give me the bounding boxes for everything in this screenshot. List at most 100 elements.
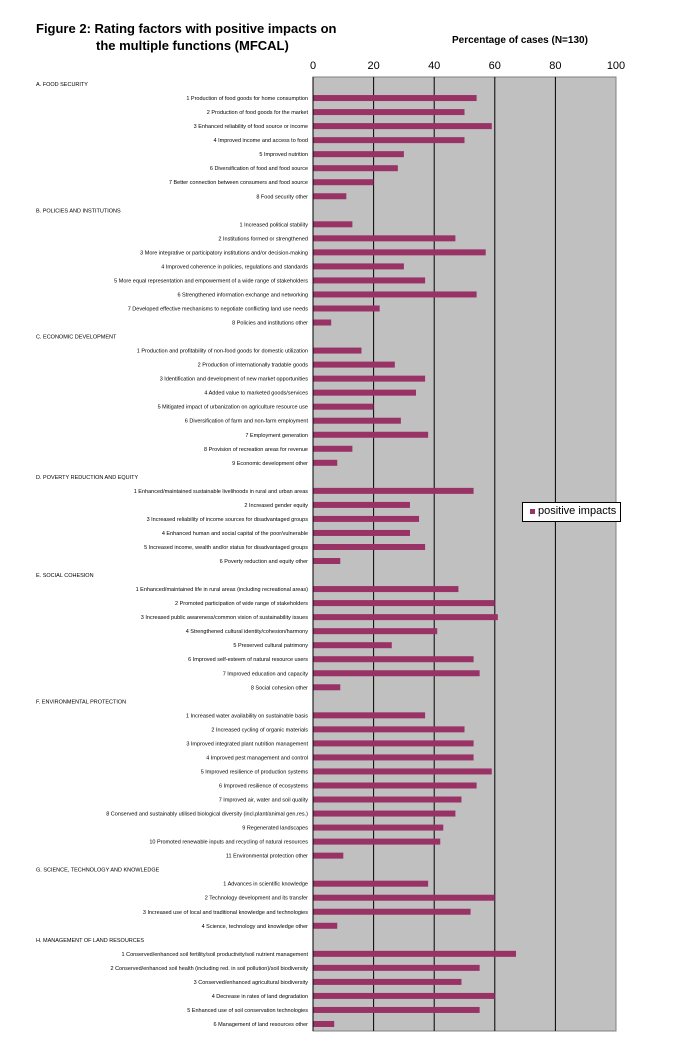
category-label: 4 Improved pest management and control xyxy=(206,755,308,761)
bar xyxy=(313,810,456,817)
bar xyxy=(313,684,341,691)
bar xyxy=(313,235,456,242)
category-label: 4 Science, technology and knowledge othe… xyxy=(202,924,309,930)
group-label: G. SCIENCE, TECHNOLOGY AND KNOWLEDGE xyxy=(36,868,160,874)
group-label: B. POLICIES AND INSTITUTIONS xyxy=(36,208,121,214)
legend: positive impacts xyxy=(522,502,621,522)
group-label: H. MANAGEMENT OF LAND RESOURCES xyxy=(36,938,144,944)
bar xyxy=(313,249,486,256)
legend-swatch xyxy=(530,509,535,514)
bar xyxy=(313,291,477,298)
category-label: 6 Improved self-esteem of natural resour… xyxy=(188,657,308,663)
category-label: 6 Management of land resources other xyxy=(214,1022,309,1028)
category-label: 2 Increased gender equity xyxy=(244,503,308,509)
group-label: F. ENVIRONMENTAL PROTECTION xyxy=(36,699,126,705)
category-label: 3 More integrative or participatory inst… xyxy=(140,250,308,256)
group-label: E. SOCIAL COHESION xyxy=(36,573,94,579)
group-label: A. FOOD SECURITY xyxy=(36,82,88,88)
category-label: 7 Employment generation xyxy=(245,433,308,439)
bar xyxy=(313,319,332,326)
bar xyxy=(313,305,380,312)
bar xyxy=(313,642,392,649)
bar xyxy=(313,740,474,747)
category-label: 1 Increased water availability on sustai… xyxy=(186,713,308,719)
category-label: 4 Strengthened cultural identity/cohesio… xyxy=(186,629,309,635)
bar xyxy=(313,193,347,200)
category-label: 4 Enhanced human and social capital of t… xyxy=(162,531,308,537)
category-label: 7 Improved air, water and soil quality xyxy=(219,798,309,804)
category-label: 4 Decrease in rates of land degradation xyxy=(212,994,308,1000)
category-label: 8 Food security other xyxy=(256,194,308,200)
category-label: 6 Diversification of farm and non-farm e… xyxy=(185,419,309,425)
category-label: 3 Improved integrated plant nutrition ma… xyxy=(186,741,308,747)
x-tick-label: 80 xyxy=(549,60,561,72)
bar xyxy=(313,726,465,733)
category-label: 7 Developed effective mechanisms to nego… xyxy=(128,306,309,312)
bar xyxy=(313,1020,335,1027)
category-label: 5 Improved nutrition xyxy=(259,152,308,158)
x-tick-label: 40 xyxy=(428,60,440,72)
bar xyxy=(313,179,374,186)
category-label: 3 Increased reliability of income source… xyxy=(147,517,309,523)
bar xyxy=(313,431,429,438)
bar xyxy=(313,824,444,831)
group-label: C. ECONOMIC DEVELOPMENT xyxy=(36,335,117,341)
category-label: 8 Conserved and sustainably utilised bio… xyxy=(106,812,308,818)
category-label: 5 More equal representation and empowerm… xyxy=(114,278,308,284)
category-label: 1 Production and profitability of non-fo… xyxy=(137,349,308,355)
bar xyxy=(313,501,410,508)
category-label: 8 Policies and institutions other xyxy=(232,321,308,327)
category-label: 3 Increased use of local and traditional… xyxy=(143,910,308,916)
bar xyxy=(313,361,395,368)
bar xyxy=(313,375,426,382)
chart-title-line-1: Figure 2: Rating factors with positive i… xyxy=(36,21,337,36)
bar xyxy=(313,628,438,635)
bar xyxy=(313,656,474,663)
category-label: 2 Production of internationally tradable… xyxy=(198,363,309,369)
category-label: 3 Enhanced reliability of food source or… xyxy=(194,124,308,130)
bar xyxy=(313,1006,480,1013)
bar xyxy=(313,964,480,971)
category-label: 4 Added value to marketed goods/services xyxy=(204,391,308,397)
category-label: 8 Provision of recreation areas for reve… xyxy=(204,447,308,453)
bar xyxy=(313,852,344,859)
chart-title: Figure 2: Rating factors with positive i… xyxy=(36,20,366,54)
bar xyxy=(313,389,417,396)
category-label: 3 Conserved/enhanced agricultural biodiv… xyxy=(194,980,309,986)
category-label: 2 Technology development and its transfe… xyxy=(205,896,308,902)
bar xyxy=(313,838,441,845)
plot-area xyxy=(312,76,617,1032)
category-label: 5 Preserved cultural patrimony xyxy=(233,643,308,649)
bar xyxy=(313,600,495,607)
legend-label: positive impacts xyxy=(538,505,617,517)
category-label: 1 Enhanced/maintained life in rural area… xyxy=(136,587,309,593)
bar xyxy=(313,445,353,452)
category-label: 11 Environmental protection other xyxy=(226,854,308,860)
category-label: 6 Diversification of food and food sourc… xyxy=(210,166,308,172)
category-label: 5 Increased income, wealth and/or status… xyxy=(144,545,308,551)
bar xyxy=(313,978,462,985)
category-label: 2 Production of food goods for the marke… xyxy=(207,110,309,116)
category-label: 7 Improved education and capacity xyxy=(223,671,309,677)
bar xyxy=(313,908,471,915)
bar xyxy=(313,586,459,593)
category-label: 6 Improved resilience of ecosystems xyxy=(219,783,308,789)
bar xyxy=(313,768,492,775)
bar xyxy=(313,487,474,494)
bar xyxy=(313,137,465,144)
bar xyxy=(313,754,474,761)
bar xyxy=(313,614,498,621)
bar xyxy=(313,277,426,284)
bar xyxy=(313,950,517,957)
bar xyxy=(313,880,429,887)
bar xyxy=(313,782,477,789)
x-tick-label: 0 xyxy=(310,60,316,72)
bar xyxy=(313,263,404,270)
category-label: 4 Improved coherence in policies, regula… xyxy=(161,264,308,270)
bar xyxy=(313,796,462,803)
group-label: D. POVERTY REDUCTION AND EQUITY xyxy=(36,475,139,481)
category-label: 9 Regenerated landscapes xyxy=(242,826,308,832)
category-label: 10 Promoted renewable inputs and recycli… xyxy=(149,840,308,846)
bar xyxy=(313,515,420,522)
